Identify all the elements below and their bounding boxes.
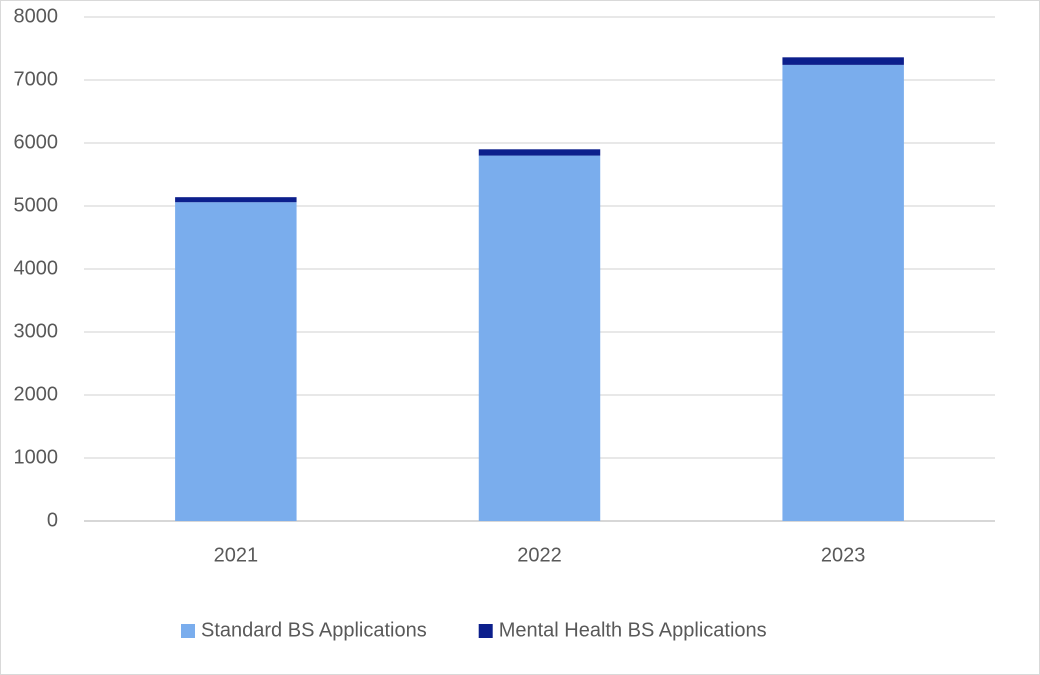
bar-segment	[175, 197, 297, 203]
bar-segment	[175, 202, 297, 521]
x-tick-label: 2021	[214, 544, 259, 566]
y-tick-label: 1000	[14, 446, 59, 468]
y-tick-label: 7000	[14, 68, 59, 90]
x-tick-label: 2022	[517, 544, 562, 566]
y-tick-label: 3000	[14, 320, 59, 342]
legend-swatch	[181, 624, 195, 638]
y-tick-label: 2000	[14, 383, 59, 405]
bar-segment	[782, 57, 904, 65]
legend-swatch	[478, 624, 493, 638]
y-tick-label: 5000	[14, 194, 59, 216]
y-tick-label: 0	[47, 509, 58, 531]
y-tick-label: 6000	[14, 131, 59, 153]
bar-segment	[478, 149, 601, 156]
bar-segment	[782, 64, 904, 521]
legend-label: Standard BS Applications	[201, 619, 427, 641]
y-tick-label: 8000	[14, 5, 59, 27]
bar-segment	[478, 155, 601, 521]
legend-label: Mental Health BS Applications	[499, 619, 767, 641]
x-tick-label: 2023	[821, 544, 866, 566]
y-tick-label: 4000	[14, 257, 59, 279]
